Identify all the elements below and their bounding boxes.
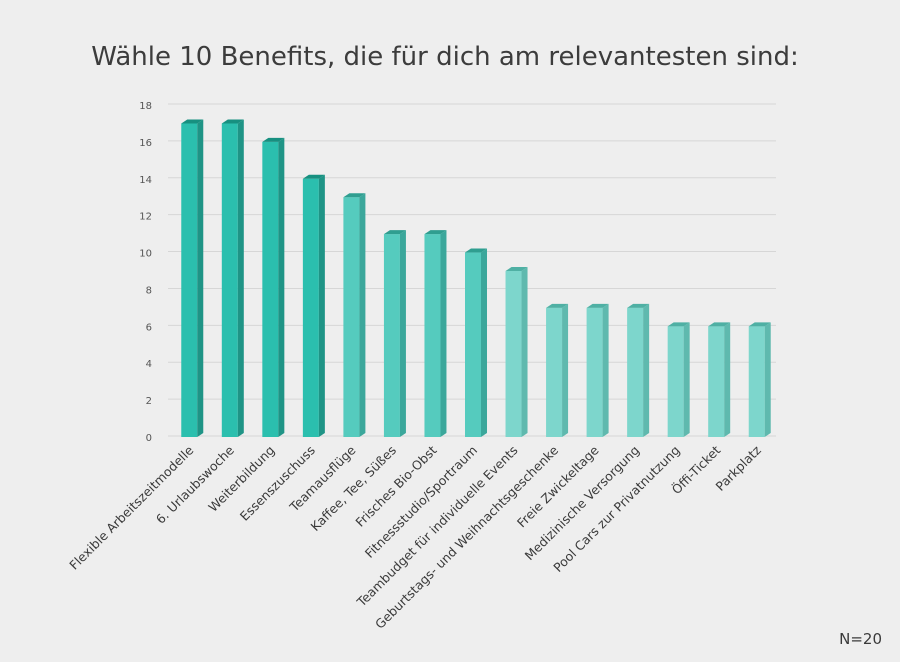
bar-side: [521, 267, 528, 437]
y-tick-label: 0: [146, 433, 152, 444]
bar-side: [724, 322, 731, 437]
bar-side: [399, 230, 406, 437]
bar-top: [221, 119, 244, 124]
bar: [505, 267, 528, 437]
bar-top: [546, 303, 569, 308]
bar-front: [748, 326, 765, 437]
y-tick-label: 16: [139, 138, 152, 149]
bar: [221, 119, 244, 437]
bar-front: [302, 178, 319, 437]
bar-front: [667, 326, 684, 437]
bar-top: [465, 248, 487, 253]
bar-side: [683, 322, 690, 437]
y-tick-label: 6: [146, 322, 152, 333]
bar: [424, 230, 447, 437]
bar-side: [359, 193, 366, 437]
bar: [667, 322, 690, 437]
bar-top: [586, 303, 609, 308]
bar-side: [278, 137, 285, 437]
bar-side: [764, 322, 771, 437]
x-tick-label: Parkplatz: [713, 442, 765, 494]
bar-front: [343, 197, 360, 437]
bar: [586, 303, 609, 437]
bar-top: [708, 322, 731, 327]
y-tick-label: 2: [146, 396, 152, 407]
bar: [708, 322, 731, 437]
sample-size-note: N=20: [839, 630, 882, 648]
bar: [181, 119, 204, 437]
bar-side: [643, 303, 650, 437]
bar-front: [262, 141, 279, 437]
y-tick-label: 8: [146, 285, 152, 296]
bar: [302, 174, 325, 437]
bar-front: [181, 123, 198, 437]
bar-front: [627, 307, 644, 437]
bars: [181, 119, 771, 437]
bar: [465, 248, 487, 437]
bar-front: [383, 234, 400, 437]
bar: [748, 322, 771, 437]
bar-front: [546, 307, 563, 437]
bar-front: [465, 252, 481, 437]
bar-front: [424, 234, 441, 437]
bar: [546, 303, 569, 437]
bar-top: [181, 119, 204, 124]
bar-top: [343, 193, 366, 198]
x-tick-label: Essenszuschuss: [237, 443, 318, 524]
y-axis-ticks: 0 2 4 6 8 10 12 14 16 18: [139, 101, 152, 444]
bar-top: [383, 230, 406, 235]
bar-front: [708, 326, 725, 437]
y-tick-label: 12: [139, 212, 152, 223]
bar-side: [237, 119, 244, 437]
bar-top: [302, 174, 325, 179]
bar-front: [586, 307, 603, 437]
bar-top: [627, 303, 650, 308]
bar-top: [667, 322, 690, 327]
bar-side: [197, 119, 204, 437]
bar-front: [221, 123, 238, 437]
bar-front: [505, 271, 522, 437]
bar: [262, 137, 285, 437]
bar-side: [602, 303, 609, 437]
y-tick-label: 14: [139, 175, 152, 186]
y-tick-label: 10: [139, 249, 152, 260]
bar-side: [562, 303, 569, 437]
chart-title: Wähle 10 Benefits, die für dich am relev…: [91, 42, 799, 72]
bar-side: [440, 230, 447, 437]
bar: [627, 303, 650, 437]
bar-top: [262, 137, 285, 142]
bar-top: [505, 267, 528, 271]
bar-side: [481, 248, 487, 437]
bar-top: [748, 322, 771, 327]
y-tick-label: 4: [146, 359, 152, 370]
bar: [383, 230, 406, 437]
y-tick-label: 18: [139, 101, 152, 112]
bar-top: [424, 230, 447, 235]
bar: [343, 193, 366, 437]
bar-side: [318, 174, 325, 437]
